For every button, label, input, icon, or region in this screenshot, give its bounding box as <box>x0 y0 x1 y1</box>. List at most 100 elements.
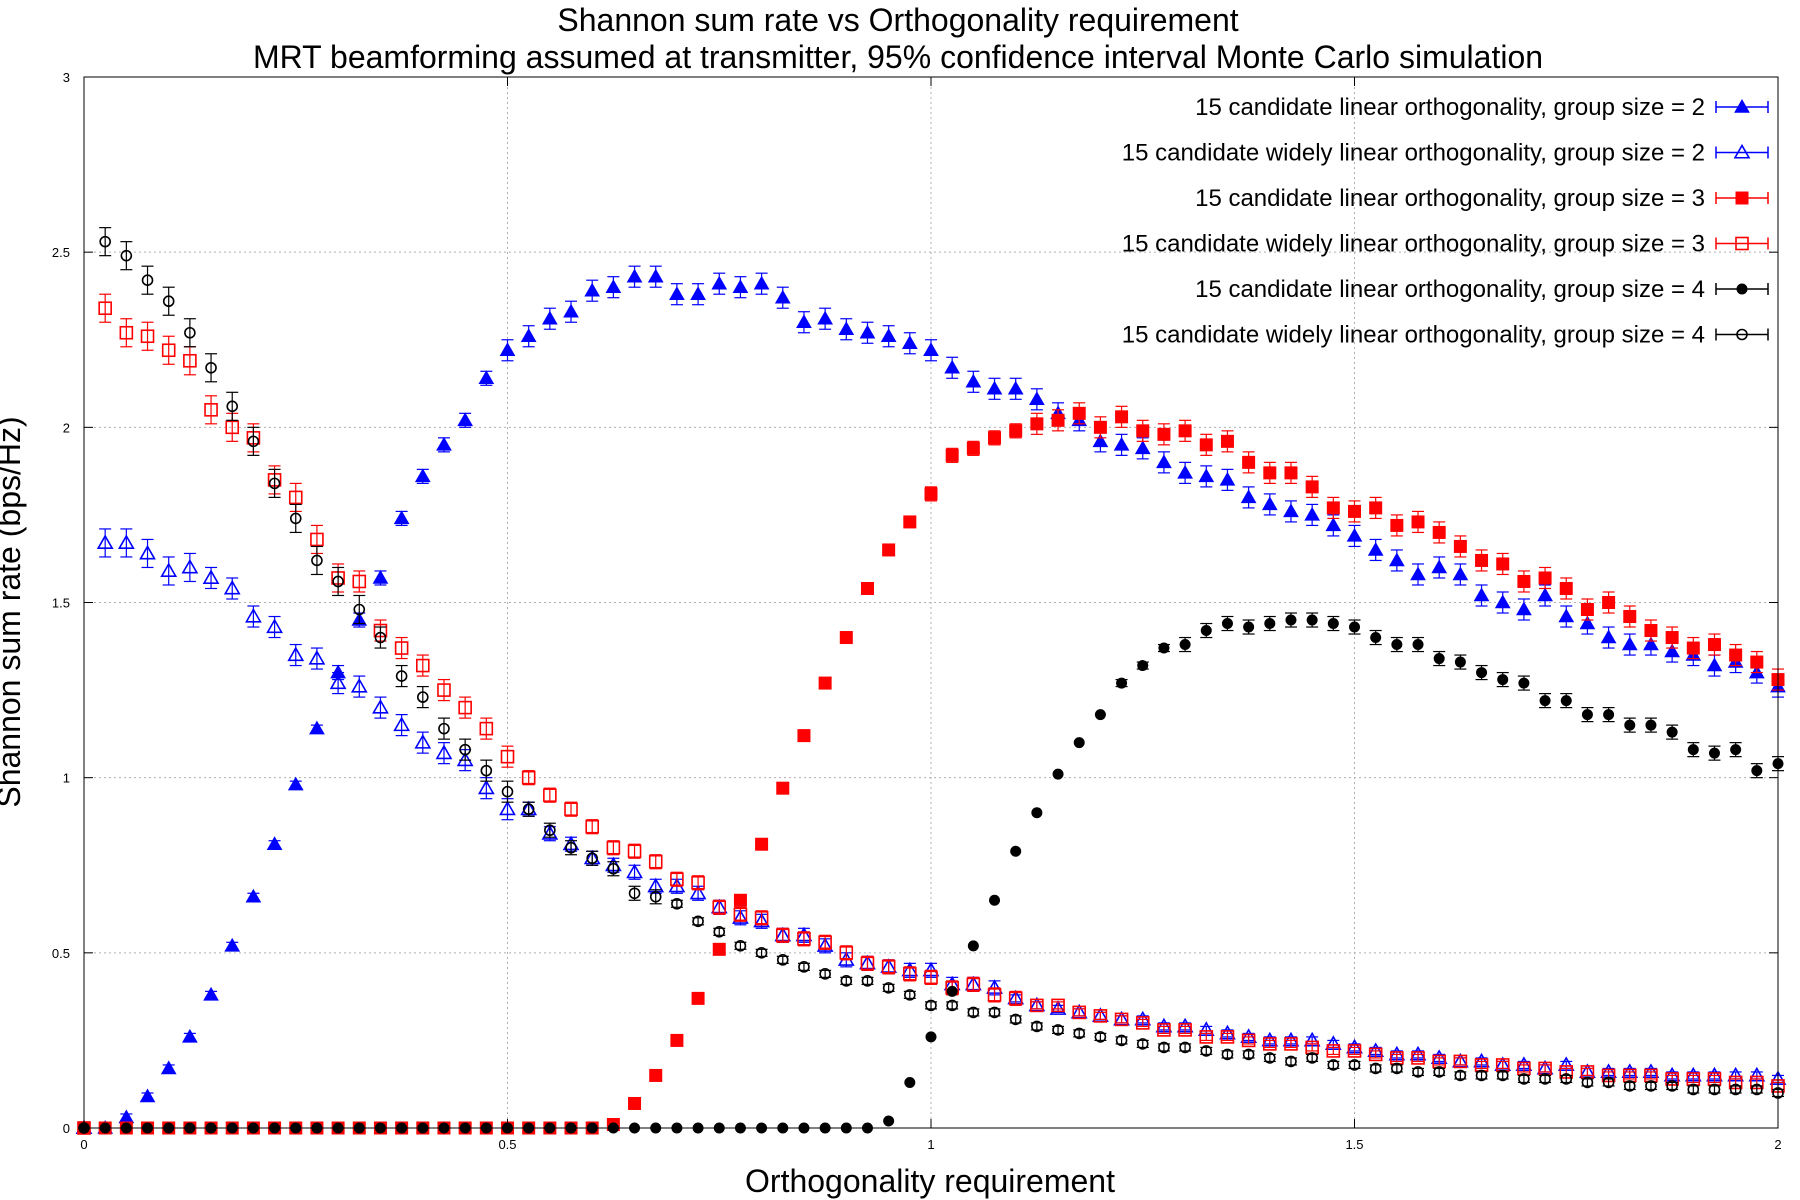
data-point <box>224 937 241 952</box>
data-point <box>245 607 262 623</box>
data-point <box>944 359 961 374</box>
data-point <box>1029 391 1045 406</box>
data-point <box>99 235 111 248</box>
data-point <box>1433 653 1445 665</box>
data-point <box>1750 655 1764 669</box>
data-point <box>395 670 408 682</box>
data-point <box>1242 455 1256 469</box>
data-point <box>1707 638 1721 652</box>
data-point <box>223 579 241 595</box>
data-point <box>119 325 134 340</box>
data-point <box>414 468 431 483</box>
data-point <box>565 841 577 854</box>
data-point <box>1600 629 1617 644</box>
data-point <box>543 788 557 802</box>
data-point <box>1391 1062 1403 1075</box>
data-point <box>1346 527 1363 542</box>
data-point <box>1494 594 1511 609</box>
data-point <box>606 840 621 855</box>
data-point <box>669 286 685 300</box>
data-point <box>1092 433 1109 448</box>
data-point <box>1008 991 1023 1006</box>
data-point <box>754 910 769 925</box>
data-point <box>774 289 791 304</box>
data-point <box>967 1006 980 1019</box>
data-point <box>776 954 789 966</box>
data-point <box>861 975 874 987</box>
data-point <box>1349 621 1360 633</box>
data-point <box>1325 517 1342 532</box>
data-point <box>732 909 749 924</box>
data-point <box>1264 618 1276 630</box>
data-point <box>946 985 958 997</box>
data-point <box>564 802 578 816</box>
data-point <box>160 562 178 578</box>
data-point <box>437 683 451 697</box>
data-point <box>350 677 368 693</box>
data-point <box>1369 1062 1382 1075</box>
legend-marker <box>1733 143 1751 159</box>
data-point <box>988 431 1002 445</box>
data-marks <box>75 227 1787 1135</box>
data-point <box>1327 1059 1340 1071</box>
data-point <box>479 721 494 736</box>
data-point <box>225 420 240 435</box>
data-point <box>1243 621 1255 633</box>
y-tick-label: 1.5 <box>52 596 70 611</box>
data-point <box>690 286 706 300</box>
data-point <box>819 968 831 980</box>
data-point <box>1093 1009 1108 1023</box>
data-point <box>967 940 979 952</box>
data-point <box>670 872 684 887</box>
data-point <box>500 749 515 764</box>
data-point <box>1178 424 1192 438</box>
data-point <box>1729 648 1743 662</box>
data-point <box>332 575 344 588</box>
chart-title: Shannon sum rate vs Orthogonality requir… <box>557 2 1238 38</box>
grid-lines <box>84 77 1778 1128</box>
data-point <box>544 824 556 837</box>
data-point <box>1730 744 1742 756</box>
data-point <box>883 1115 895 1127</box>
data-point <box>1602 596 1616 609</box>
data-point <box>1475 1069 1488 1082</box>
data-point <box>733 907 748 922</box>
x-tick-label: 1.5 <box>1345 1137 1363 1152</box>
data-point <box>1580 603 1594 617</box>
chart-subtitle: MRT beamforming assumed at transmitter, … <box>253 39 1543 75</box>
data-point <box>692 915 704 928</box>
data-point <box>393 716 411 732</box>
data-point <box>1177 464 1193 479</box>
data-point <box>1010 845 1022 857</box>
data-point <box>1666 726 1678 738</box>
data-point <box>925 1031 937 1043</box>
legend-marker <box>1736 328 1748 341</box>
data-point <box>480 764 493 777</box>
data-point <box>712 942 726 956</box>
data-point <box>117 534 135 549</box>
data-point <box>1051 413 1065 427</box>
data-point <box>1368 1047 1383 1062</box>
data-point <box>1452 566 1469 581</box>
data-point <box>860 956 875 971</box>
data-point <box>1370 632 1382 644</box>
legend-label: 15 candidate widely linear orthogonality… <box>1122 322 1705 349</box>
data-point <box>205 361 217 374</box>
data-point <box>986 380 1003 395</box>
data-point <box>353 603 366 616</box>
data-point <box>1135 1016 1150 1030</box>
data-point <box>1220 1030 1235 1044</box>
legend-label: 15 candidate widely linear orthogonality… <box>1122 140 1705 167</box>
data-point <box>204 403 218 417</box>
data-point <box>139 1088 156 1103</box>
data-point <box>436 436 452 451</box>
data-point <box>394 641 409 655</box>
data-point <box>139 544 156 560</box>
data-point <box>1538 571 1552 585</box>
data-point <box>755 947 768 959</box>
data-point <box>1516 601 1532 616</box>
data-point <box>183 353 197 368</box>
data-point <box>520 328 537 342</box>
data-point <box>880 328 897 342</box>
data-point <box>628 1096 642 1110</box>
